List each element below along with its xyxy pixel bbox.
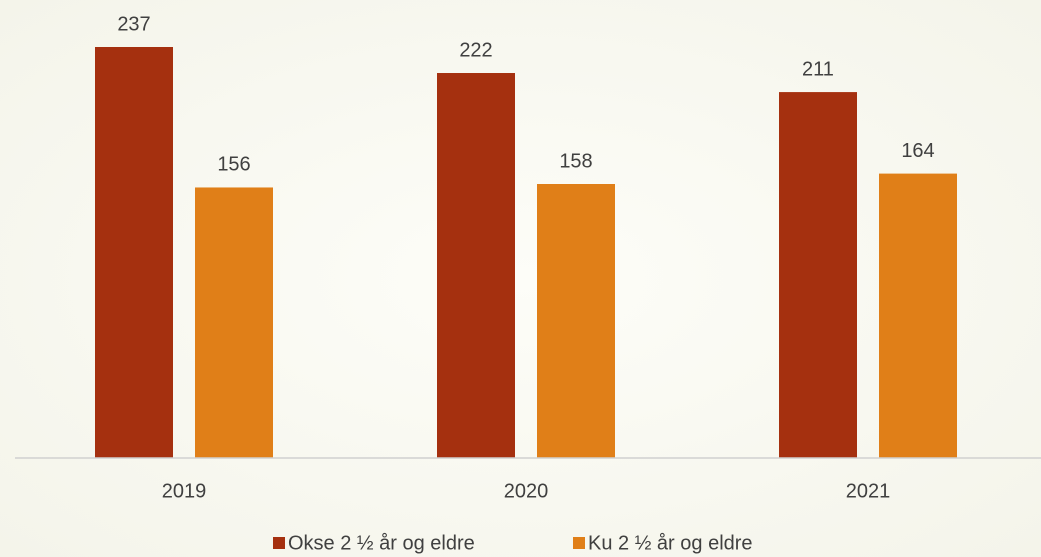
bar bbox=[537, 184, 615, 458]
legend-label: Ku 2 ½ år og eldre bbox=[588, 532, 753, 554]
data-label: 164 bbox=[901, 140, 934, 162]
data-label: 237 bbox=[117, 13, 150, 35]
x-tick-label: 2020 bbox=[504, 480, 549, 502]
data-label: 158 bbox=[559, 150, 592, 172]
bar bbox=[95, 47, 173, 458]
bar bbox=[195, 187, 273, 458]
data-label: 211 bbox=[802, 58, 834, 80]
bar bbox=[779, 92, 857, 458]
data-label: 156 bbox=[217, 154, 250, 176]
legend-swatch bbox=[573, 537, 585, 549]
legend-label: Okse 2 ½ år og eldre bbox=[288, 532, 475, 554]
bar bbox=[437, 73, 515, 458]
x-tick-label: 2021 bbox=[846, 480, 891, 502]
legend-swatch bbox=[273, 537, 285, 549]
bar bbox=[879, 173, 957, 458]
data-label: 222 bbox=[459, 39, 492, 61]
x-tick-label: 2019 bbox=[162, 480, 207, 502]
